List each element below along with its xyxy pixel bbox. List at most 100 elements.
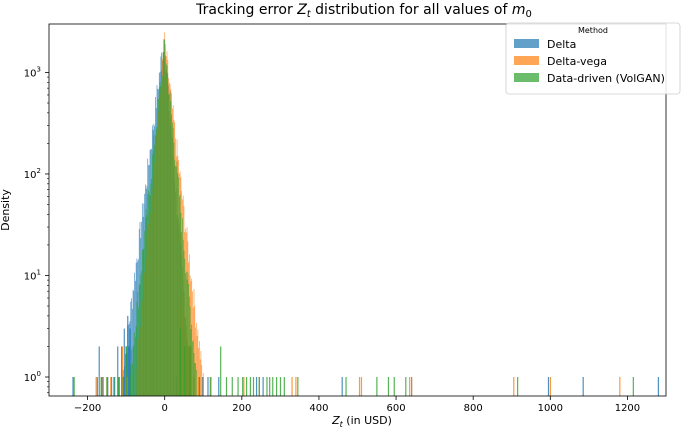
histogram-bar [266,377,268,396]
y-axis-ticks: 100 101 102 103 [24,65,49,394]
histogram-bar [186,279,188,396]
histogram-bar [279,377,282,396]
histogram-bar [242,377,244,396]
histogram-bar [193,288,195,396]
histogram-bar [376,377,378,396]
histogram-bar [269,377,271,396]
histogram-bar [125,346,127,396]
histogram-bar [148,189,149,396]
histogram-bar [291,377,293,396]
x-axis-label: Zt (in USD) [331,414,392,428]
histogram-bar [144,230,146,396]
histogram-bar [183,250,185,396]
histogram-bar [131,308,133,396]
histogram-bar [117,346,119,396]
histogram-bar [360,377,363,396]
x-tick-label: 0 [162,403,168,414]
histogram-bar [295,377,297,396]
histogram-bar [157,99,159,396]
histogram-bar [231,377,233,396]
histogram-bar [141,250,143,396]
histogram-bar [128,346,130,396]
histogram-bar [225,377,228,396]
histogram-bar [136,301,138,396]
histogram-bar [96,377,98,396]
histogram-bar [255,377,258,396]
histogram-bar [140,275,142,396]
histogram-bar [184,258,186,396]
histogram-bar [122,377,124,396]
chart-title: Tracking error Zt distribution for all v… [195,2,532,20]
histogram-bar [194,306,196,396]
histogram-bar [195,327,196,396]
legend: Method Delta Delta-vega Data-driven (VolGA… [505,22,681,95]
histogram-bar [158,98,159,397]
histogram-bar [180,212,182,396]
histogram-bar [172,128,174,397]
histogram-bar [513,377,515,396]
histogram-bar [201,364,203,396]
legend-label: Delta-vega [547,55,607,68]
legend-swatch [514,73,539,82]
histogram-bar [393,377,395,396]
histogram-bar [159,81,161,396]
histogram-bar [195,363,196,396]
histogram-bar [148,192,150,396]
histogram-bar [155,128,157,397]
histogram-bar [100,377,102,396]
histogram-bar [194,363,196,396]
legend-box [505,22,681,95]
histogram-bar [143,249,145,396]
histogram-bar [582,377,584,396]
x-tick-label: 1000 [538,403,563,414]
histogram-bar [138,307,139,396]
histogram-bar [134,336,136,396]
histogram-bar [209,377,211,396]
histogram-bar [177,173,179,396]
histogram-bar [151,178,152,396]
histogram-bar [200,351,202,396]
histogram-bar [129,374,131,396]
y-tick-label: 103 [24,65,41,79]
histogram-bar [124,354,126,396]
histogram-bar [165,55,166,397]
histogram-bar [161,76,163,397]
histogram-bar [182,239,184,396]
histogram-bar [145,217,146,396]
histogram-bar [146,215,148,396]
histogram-bar [156,126,158,397]
histogram-bar [192,341,193,396]
histogram-bar [657,377,659,396]
histogram-bar [135,326,137,396]
histogram-bar [145,208,147,396]
y-tick-label: 100 [24,370,41,384]
histogram-bar [196,336,198,396]
histogram-bar [258,377,260,396]
histogram-bar [106,377,108,396]
histogram-bar [409,377,411,396]
histogram-bar [163,39,165,397]
histogram-bar [188,296,190,396]
histogram-bar [98,346,100,396]
histogram-bar [153,135,155,397]
histogram-bar [358,377,361,396]
histogram-bar [161,70,162,397]
histogram-bar [341,377,343,396]
legend-label: Data-driven (VolGAN) [547,72,665,85]
histogram-bar [139,284,141,396]
histogram-bar [178,196,180,396]
histogram-bar [195,369,197,396]
histogram-bar [110,377,113,396]
histogram-bar [192,340,194,396]
histogram-bar [185,273,186,396]
histogram-bar [138,284,140,396]
histogram-bar [189,346,191,396]
histogram-bar [179,194,181,396]
histogram-bar [199,359,201,396]
histogram-bar [164,40,166,396]
histogram-bar [178,177,179,396]
histogram-bar [262,377,264,396]
histogram-bar [249,377,251,396]
y-axis-label: Density [0,189,12,231]
histogram-bar [114,377,116,396]
